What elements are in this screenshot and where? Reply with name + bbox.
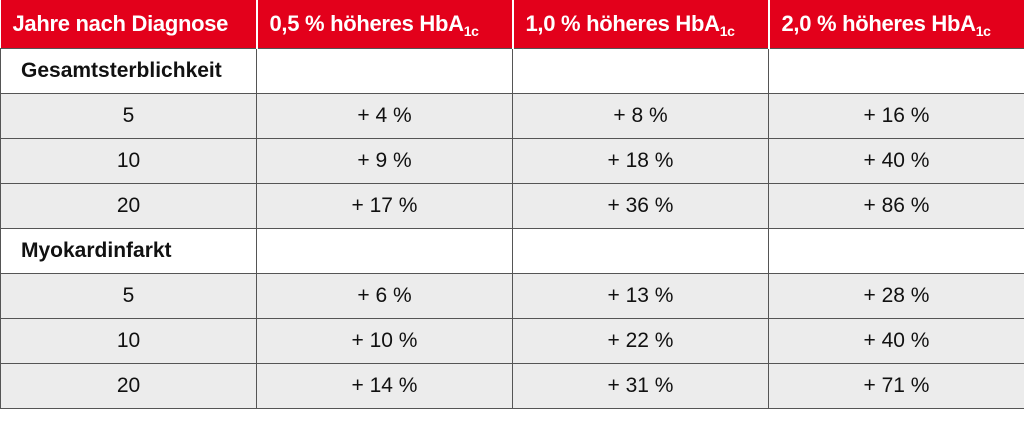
value-cell: + 22 %	[512, 318, 769, 364]
header-years: Jahre nach Diagnose	[0, 0, 258, 49]
years-cell: 5	[0, 273, 257, 319]
empty-cell	[256, 228, 513, 274]
value-cell: + 6 %	[256, 273, 513, 319]
section-row-myokardinfarkt: Myokardinfarkt	[0, 228, 1024, 274]
years-cell: 10	[0, 138, 257, 184]
table-row: 20 + 17 % + 36 % + 86 %	[0, 183, 1024, 229]
table-row: 5 + 4 % + 8 % + 16 %	[0, 93, 1024, 139]
header-row: Jahre nach Diagnose 0,5 % höheres HbA1c …	[0, 0, 1024, 49]
header-hba1c-0-5: 0,5 % höheres HbA1c	[256, 0, 514, 49]
hba1c-risk-table: Jahre nach Diagnose 0,5 % höheres HbA1c …	[0, 0, 1024, 409]
value-cell: + 40 %	[768, 318, 1024, 364]
value-cell: + 16 %	[768, 93, 1024, 139]
empty-cell	[256, 48, 513, 94]
table-row: 5 + 6 % + 13 % + 28 %	[0, 273, 1024, 319]
empty-cell	[768, 228, 1024, 274]
value-cell: + 18 %	[512, 138, 769, 184]
empty-cell	[512, 48, 769, 94]
value-cell: + 9 %	[256, 138, 513, 184]
years-cell: 20	[0, 363, 257, 409]
value-cell: + 10 %	[256, 318, 513, 364]
value-cell: + 4 %	[256, 93, 513, 139]
empty-cell	[768, 48, 1024, 94]
value-cell: + 31 %	[512, 363, 769, 409]
section-row-gesamtsterblichkeit: Gesamtsterblichkeit	[0, 48, 1024, 94]
value-cell: + 86 %	[768, 183, 1024, 229]
value-cell: + 13 %	[512, 273, 769, 319]
years-cell: 5	[0, 93, 257, 139]
table-row: 10 + 9 % + 18 % + 40 %	[0, 138, 1024, 184]
header-hba1c-1-0: 1,0 % höheres HbA1c	[512, 0, 770, 49]
value-cell: + 40 %	[768, 138, 1024, 184]
value-cell: + 14 %	[256, 363, 513, 409]
header-hba1c-2-0: 2,0 % höheres HbA1c	[768, 0, 1024, 49]
years-cell: 20	[0, 183, 257, 229]
years-cell: 10	[0, 318, 257, 364]
empty-cell	[512, 228, 769, 274]
table-row: 10 + 10 % + 22 % + 40 %	[0, 318, 1024, 364]
value-cell: + 17 %	[256, 183, 513, 229]
value-cell: + 71 %	[768, 363, 1024, 409]
section-title: Myokardinfarkt	[0, 228, 257, 274]
section-title: Gesamtsterblichkeit	[0, 48, 257, 94]
table-row: 20 + 14 % + 31 % + 71 %	[0, 363, 1024, 409]
value-cell: + 36 %	[512, 183, 769, 229]
value-cell: + 8 %	[512, 93, 769, 139]
value-cell: + 28 %	[768, 273, 1024, 319]
